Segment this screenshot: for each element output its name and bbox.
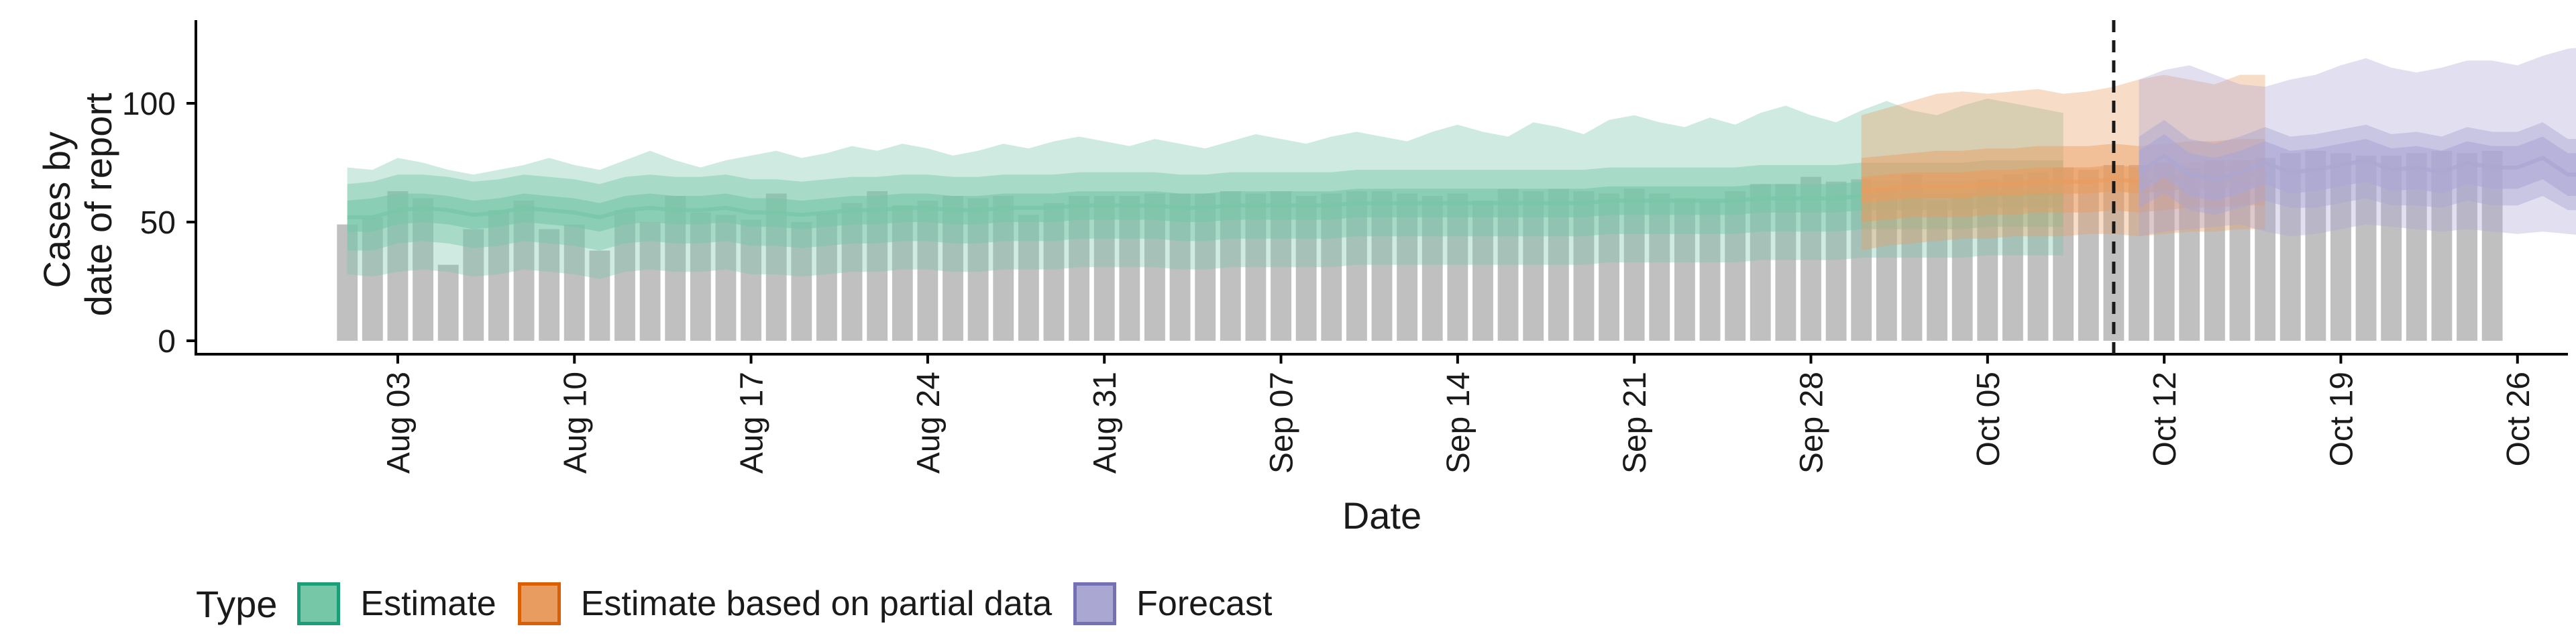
x-axis-title: Date xyxy=(1342,494,1421,537)
bar xyxy=(2255,158,2276,341)
band-outer-estimate-based-on-partial-data xyxy=(1861,74,2265,251)
bar xyxy=(463,229,484,341)
legend-label-partial: Estimate based on partial data xyxy=(580,584,1053,623)
bar xyxy=(791,222,812,341)
legend-item-partial: Estimate based on partial data xyxy=(517,582,1053,625)
bar xyxy=(1043,203,1065,341)
band-50-forecast xyxy=(2139,134,2576,201)
x-tick-label: Aug 31 xyxy=(1087,372,1123,474)
bar xyxy=(1951,193,1973,341)
bar xyxy=(337,224,358,341)
y-tick-label: 50 xyxy=(140,205,176,241)
legend-item-estimate: Estimate xyxy=(297,582,496,625)
y-ticks: 0 50 100 xyxy=(122,87,196,360)
bar xyxy=(1119,196,1140,341)
bar xyxy=(589,250,610,341)
median-line-forecast xyxy=(2137,153,2576,182)
bar xyxy=(2153,162,2175,341)
band-50-estimate xyxy=(347,179,2063,232)
x-tick-label: Aug 17 xyxy=(735,372,770,474)
bar xyxy=(1649,193,1670,341)
bar xyxy=(1674,198,1695,341)
y-tick-label: 0 xyxy=(158,324,176,360)
bar xyxy=(917,201,938,341)
bar xyxy=(892,205,913,341)
x-tick-label: Sep 21 xyxy=(1617,372,1653,474)
bar xyxy=(639,222,661,341)
y-axis-title-line-2: date of report xyxy=(77,93,119,317)
x-tick-label: Aug 24 xyxy=(911,372,947,474)
bar xyxy=(1397,193,1418,341)
bar xyxy=(539,229,560,341)
x-tick-label: Aug 10 xyxy=(557,372,593,474)
bar xyxy=(488,210,509,341)
bar xyxy=(1018,215,1039,341)
y-axis-title-line-1: Cases by xyxy=(36,131,78,288)
legend-label-forecast: Forecast xyxy=(1136,584,1273,623)
bar xyxy=(741,219,761,341)
bar xyxy=(1295,196,1317,341)
bar xyxy=(841,203,863,341)
bar xyxy=(1093,196,1115,341)
bar xyxy=(816,212,837,341)
legend-title: Type xyxy=(196,582,278,625)
bar xyxy=(362,217,383,341)
bar xyxy=(1421,196,1443,341)
bar xyxy=(437,264,459,341)
bar xyxy=(1876,189,1897,341)
bar xyxy=(2355,155,2377,341)
band-outer-estimate xyxy=(347,98,2063,279)
x-tick-label: Sep 28 xyxy=(1794,372,1830,474)
x-tick-label: Oct 12 xyxy=(2147,372,2183,466)
x-ticks: Aug 03 Aug 10 Aug 17 Aug 24 Aug 31 Sep 07 Sep … xyxy=(381,354,2536,474)
median-line-estimate xyxy=(347,191,2063,219)
bar xyxy=(513,201,535,341)
legend-key-forecast xyxy=(1073,582,1117,625)
x-tick-label: Sep 07 xyxy=(1265,372,1300,474)
y-tick-label: 100 xyxy=(122,87,176,122)
bar xyxy=(1927,201,1947,341)
x-tick-label: Sep 14 xyxy=(1441,372,1477,474)
bar xyxy=(2078,170,2099,341)
legend-key-estimate xyxy=(297,582,341,625)
legend-key-partial xyxy=(517,582,561,625)
x-tick-label: Aug 03 xyxy=(381,372,417,474)
legend-item-forecast: Forecast xyxy=(1073,582,1272,625)
bar xyxy=(690,212,711,341)
bar xyxy=(715,215,737,341)
bands-layer xyxy=(347,48,2576,279)
bar xyxy=(1699,201,1721,341)
bar xyxy=(614,210,635,341)
bar xyxy=(1599,193,1619,341)
bar xyxy=(1472,201,1493,341)
x-tick-label: Oct 19 xyxy=(2324,372,2359,466)
bar xyxy=(564,224,585,341)
y-axis-title: Cases by date of report xyxy=(36,93,119,317)
axes-layer xyxy=(195,20,2568,356)
bar xyxy=(2129,165,2149,341)
x-tick-label: Oct 05 xyxy=(1971,372,2006,466)
legend-label-estimate: Estimate xyxy=(360,584,496,623)
x-tick-label: Oct 26 xyxy=(2501,372,2536,466)
bar xyxy=(1447,193,1468,341)
legend: Type Estimate Estimate based on partial … xyxy=(196,577,1293,631)
bar xyxy=(1725,191,1746,341)
